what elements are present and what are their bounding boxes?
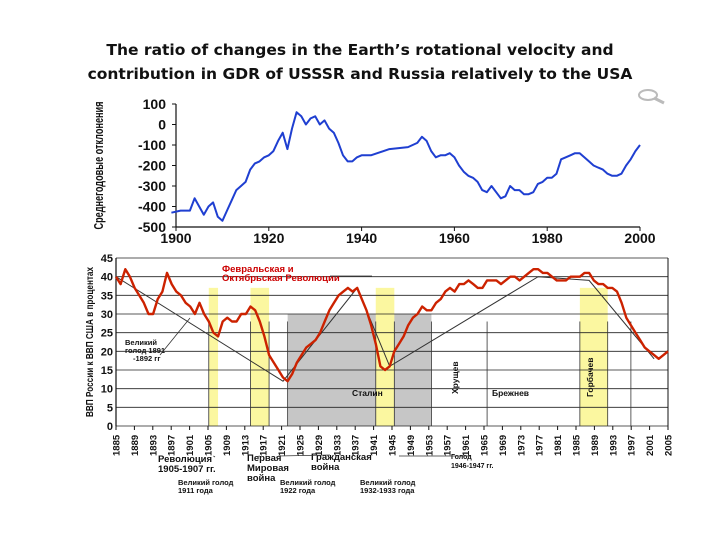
- title-line-2: contribution in GDR of USSSR and Russia …: [87, 65, 633, 83]
- bottom-x-tick-label: 1949: [406, 435, 417, 456]
- event-pointer: [278, 454, 331, 457]
- bottom-y-axis-label: ВВП России к ВВП США в процентах: [84, 267, 96, 417]
- event-label: 1911 года: [178, 486, 214, 495]
- annotation-label: Сталин: [352, 388, 383, 398]
- event-label: Революция: [158, 454, 212, 465]
- rotation-deviation-line: [171, 111, 641, 222]
- event-label: Гражданская: [311, 452, 372, 463]
- bottom-x-tick-label: 1885: [112, 434, 123, 456]
- top-x-tick-label: 1960: [439, 230, 470, 246]
- annotation-label: Февральская и: [222, 264, 294, 275]
- bottom-x-tick-label: 1909: [222, 435, 233, 456]
- gdp-ratio-line: [114, 268, 669, 383]
- event-label: Мировая: [247, 463, 289, 474]
- bottom-x-tick-label: 1961: [461, 434, 472, 456]
- bottom-x-tick-label: 1905: [204, 434, 215, 456]
- bottom-x-tick-label: 1997: [627, 435, 638, 456]
- event-pointer: [213, 455, 216, 458]
- top-x-tick-label: 1980: [532, 230, 563, 246]
- event-label: война: [247, 473, 276, 484]
- annotation-label-vertical: Горбачев: [585, 358, 595, 397]
- yellow-shaded-period: [579, 287, 608, 426]
- bottom-x-tick-label: 1937: [351, 435, 362, 456]
- bottom-x-tick-label: 1989: [590, 435, 601, 456]
- bottom-y-tick-label: 30: [101, 309, 113, 321]
- top-y-tick-label: -200: [138, 158, 166, 174]
- bottom-x-tick-label: 1941: [369, 434, 380, 456]
- top-y-axis-label: Среднегодовые отклонения: [91, 102, 106, 230]
- bottom-x-tick-label: 1889: [130, 435, 141, 456]
- event-label: 1946-1947 гг.: [451, 463, 494, 470]
- annotation-label: Брежнев: [492, 388, 529, 398]
- bottom-x-tick-label: 1973: [516, 435, 527, 456]
- bottom-x-tick-label: 1969: [498, 435, 509, 456]
- event-label: 1922 года: [280, 486, 316, 495]
- bottom-x-tick-label: 1921: [277, 434, 288, 456]
- bottom-x-tick-label: 1917: [259, 435, 270, 456]
- bottom-x-tick-label: 1957: [443, 435, 454, 456]
- bottom-x-tick-label: 2005: [664, 434, 675, 456]
- event-label: Первая: [247, 453, 281, 464]
- bottom-x-tick-label: 1993: [608, 435, 619, 456]
- event-label: Великий голод: [280, 478, 336, 487]
- bottom-x-tick-label: 1953: [424, 435, 435, 456]
- bottom-x-tick-label: 1897: [167, 435, 178, 456]
- annotation-pointer: [159, 317, 191, 356]
- top-y-tick-label: -300: [138, 178, 166, 194]
- bottom-y-tick-label: 25: [101, 328, 113, 340]
- yellow-shaded-period: [250, 287, 270, 426]
- slide-title: The ratio of changes in the Earth’s rota…: [0, 38, 720, 86]
- bottom-x-tick-label: 1965: [480, 434, 491, 456]
- top-y-tick-label: 0: [158, 117, 166, 133]
- bottom-x-tick-label: 1985: [572, 434, 583, 456]
- event-label: Великий голод: [360, 478, 416, 487]
- bottom-x-tick-label: 1977: [535, 435, 546, 456]
- annotation-label: Октябрьская Революции: [222, 273, 340, 284]
- bottom-y-tick-label: 20: [101, 346, 113, 358]
- bottom-x-tick-label: 1929: [314, 435, 325, 456]
- annotation-label: Великий: [125, 338, 157, 347]
- bottom-y-tick-label: 10: [101, 384, 113, 396]
- top-x-tick-label: 2000: [624, 230, 655, 246]
- bottom-y-tick-label: 40: [101, 272, 113, 284]
- annotation-label: -1892 гг: [133, 354, 161, 363]
- top-x-tick-label: 1900: [160, 230, 191, 246]
- bottom-x-tick-label: 1925: [296, 434, 307, 456]
- top-y-tick-label: -100: [138, 137, 166, 153]
- bottom-x-tick-label: 1933: [332, 435, 343, 456]
- bottom-x-tick-label: 2001: [645, 434, 656, 456]
- yellow-shaded-period: [208, 287, 219, 426]
- event-label: 1932-1933 года: [360, 486, 415, 495]
- bottom-x-tick-label: 1913: [240, 435, 251, 456]
- top-y-tick-label: 100: [143, 96, 167, 112]
- top-x-tick-label: 1920: [253, 230, 284, 246]
- event-label: Великий голод: [178, 478, 234, 487]
- top-y-tick-label: -500: [138, 219, 166, 235]
- bottom-y-tick-label: 45: [101, 253, 113, 265]
- annotation-label-vertical: Хрущев: [450, 361, 460, 394]
- bottom-x-tick-label: 1893: [148, 435, 159, 456]
- bottom-x-tick-label: 1945: [388, 434, 399, 456]
- event-label: 1905-1907 гг.: [158, 464, 216, 475]
- bottom-x-tick-label: 1901: [185, 434, 196, 456]
- annotation-label: голод 1891: [125, 346, 165, 355]
- top-x-tick-label: 1940: [346, 230, 377, 246]
- bottom-y-tick-label: 15: [101, 365, 113, 377]
- top-y-tick-label: -400: [138, 199, 166, 215]
- bottom-y-tick-label: 35: [101, 290, 113, 302]
- bottom-x-tick-label: 1981: [553, 434, 564, 456]
- bottom-y-tick-label: 0: [107, 421, 113, 433]
- event-pointer: [254, 455, 260, 458]
- event-label: война: [311, 462, 340, 473]
- bottom-y-tick-label: 5: [107, 402, 113, 414]
- event-label: Голод: [451, 454, 472, 461]
- yellow-shaded-period: [375, 287, 395, 426]
- title-line-1: The ratio of changes in the Earth’s rota…: [106, 41, 614, 59]
